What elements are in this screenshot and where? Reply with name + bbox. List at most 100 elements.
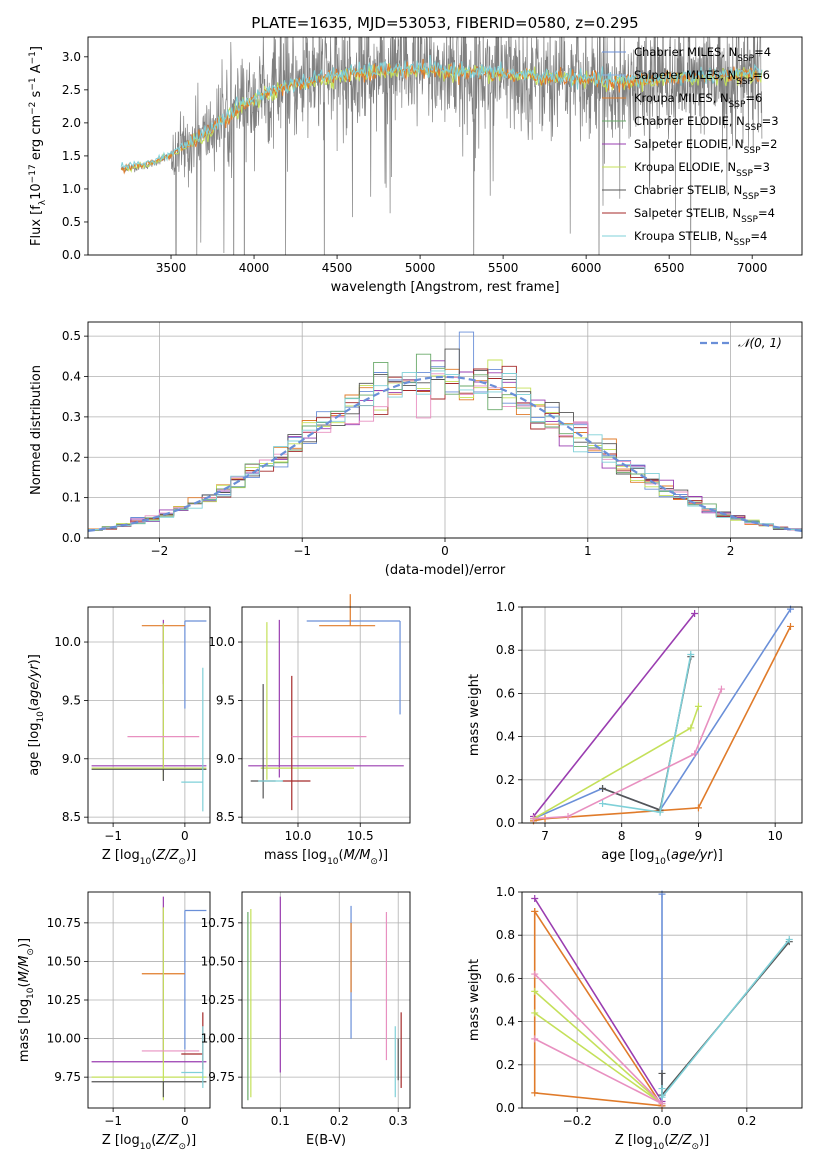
y-tick-label: 0.8 xyxy=(496,643,515,657)
x-tick-label: 10 xyxy=(768,829,783,843)
label-part: Z xyxy=(668,1133,679,1148)
x-axis-label: mass [log10(M/M⊙)] xyxy=(264,848,388,867)
series-line xyxy=(533,688,723,820)
series-line xyxy=(533,608,792,820)
legend-text: =3 xyxy=(759,183,776,197)
y-tick-label: 1.5 xyxy=(62,149,81,163)
x-tick-label: 4000 xyxy=(239,261,270,275)
y-tick-label: 0.0 xyxy=(62,248,81,262)
x-tick-label: 0 xyxy=(181,1114,189,1128)
x-tick-label: 0 xyxy=(441,544,449,558)
label-part: 10 xyxy=(327,857,339,867)
x-tick-label: 10.0 xyxy=(285,829,312,843)
series-point xyxy=(530,815,538,823)
y-tick-label: 1.0 xyxy=(62,182,81,196)
y-tick-label: 0.6 xyxy=(496,686,515,700)
label-part: 10 xyxy=(654,857,666,867)
label-part: 10 xyxy=(653,1142,665,1152)
label-part: / xyxy=(677,1133,684,1148)
series-point xyxy=(531,1009,539,1017)
series-point xyxy=(531,1035,539,1043)
series-point xyxy=(599,800,607,808)
label-part: 10 xyxy=(36,711,46,723)
label-part: age [log xyxy=(27,723,42,776)
axes-frame xyxy=(87,606,211,824)
legend-text: =3 xyxy=(753,160,770,174)
y-tick-label: 3.0 xyxy=(62,50,81,64)
y-tick-label: 1.0 xyxy=(496,885,515,899)
y-tick-label: 2.5 xyxy=(62,83,81,97)
x-tick-label: 7 xyxy=(541,829,549,843)
axes-frame xyxy=(87,321,803,539)
label-part: )] xyxy=(713,848,723,863)
label-part: Z xyxy=(155,848,166,863)
label-part: 10 xyxy=(140,1142,152,1152)
legend-text: Salpeter STELIB, N xyxy=(634,206,741,220)
series-point xyxy=(658,1069,666,1077)
legend-sub: SSP xyxy=(742,192,759,202)
legend-sub: SSP xyxy=(741,215,758,225)
label-part: ( xyxy=(664,1133,669,1148)
x-axis-label: wavelength [Angstrom, rest frame] xyxy=(331,280,560,295)
legend-entry: Kroupa ELODIE, NSSP=3 xyxy=(634,160,770,179)
label-part: )] xyxy=(27,654,42,664)
y-tick-label: 0.8 xyxy=(496,928,515,942)
x-tick-label: 7000 xyxy=(737,261,768,275)
x-axis-label: Z [log10(Z/Z⊙)] xyxy=(615,1133,709,1152)
y-tick-label: 0.4 xyxy=(62,370,81,384)
panel-mass_weight_vs_Z: −0.2 0.0 0.20.00.20.40.60.81.0Z [log10(Z/Z… xyxy=(467,885,803,1152)
label-part: / xyxy=(164,848,171,863)
y-tick-label: 1.0 xyxy=(496,600,515,614)
x-axis-label: E(B-V) xyxy=(306,1133,346,1148)
label-part: Z xyxy=(169,848,180,863)
label-part: Z xyxy=(155,1133,166,1148)
legend-entry: Chabrier ELODIE, NSSP=3 xyxy=(634,114,779,133)
y-axis-label: age [log10(age/yr)] xyxy=(27,654,46,776)
series-line xyxy=(661,938,790,1100)
label-part: ⊙ xyxy=(26,948,36,956)
axes-frame xyxy=(87,36,803,256)
x-tick-label: 10.5 xyxy=(347,829,374,843)
series-point xyxy=(564,813,572,821)
label-part: ⊙ xyxy=(370,857,378,867)
y-tick-label: 0.0 xyxy=(496,1101,515,1115)
y-tick-label: 0.2 xyxy=(62,450,81,464)
label-part: age/yr xyxy=(671,848,714,863)
x-axis-label: age [log10(age/yr)] xyxy=(601,848,723,867)
label-part: −1 xyxy=(28,51,38,64)
legend-entry: Salpeter STELIB, NSSP=4 xyxy=(634,206,775,225)
label-part: Z [log xyxy=(102,1133,140,1148)
label-part: 10 xyxy=(29,183,44,200)
series-point xyxy=(691,609,699,617)
x-tick-label: 5000 xyxy=(405,261,436,275)
label-part: −2 xyxy=(28,102,38,115)
series-line xyxy=(602,654,692,814)
series-point xyxy=(687,724,695,732)
series-point xyxy=(531,894,539,902)
y-tick-label: 10.00 xyxy=(47,1032,81,1046)
y-tick-label: 0.5 xyxy=(62,329,81,343)
legend-text: Kroupa STELIB, N xyxy=(634,229,734,243)
observed-spectrum-line xyxy=(120,37,763,255)
y-tick-label: 9.0 xyxy=(62,752,81,766)
x-tick-label: 5500 xyxy=(488,261,519,275)
x-tick-label: −1 xyxy=(104,829,122,843)
y-tick-label: 0.3 xyxy=(62,410,81,424)
label-part: Z xyxy=(682,1133,693,1148)
label-part: Z xyxy=(169,1133,180,1148)
y-tick-label: 10.00 xyxy=(201,1032,235,1046)
legend-text: =6 xyxy=(745,91,762,105)
y-axis-label: mass weight xyxy=(467,674,482,756)
legend-sub: SSP xyxy=(729,100,746,110)
label-part: mass [log xyxy=(264,848,327,863)
series-point xyxy=(717,685,725,693)
label-part: ( xyxy=(339,848,344,863)
label-part: mass [log xyxy=(17,999,32,1062)
y-tick-label: 10.25 xyxy=(201,993,235,1007)
label-part: / xyxy=(17,965,32,972)
y-tick-label: 2.0 xyxy=(62,116,81,130)
axes-frame xyxy=(241,891,411,1109)
label-part: ( xyxy=(151,848,156,863)
